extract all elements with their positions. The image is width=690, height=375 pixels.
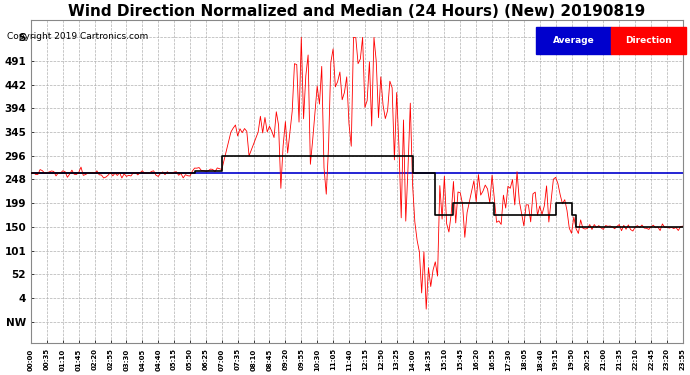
Text: Copyright 2019 Cartronics.com: Copyright 2019 Cartronics.com <box>7 32 148 41</box>
FancyBboxPatch shape <box>536 27 611 54</box>
Text: Direction: Direction <box>625 36 672 45</box>
FancyBboxPatch shape <box>611 27 686 54</box>
Title: Wind Direction Normalized and Median (24 Hours) (New) 20190819: Wind Direction Normalized and Median (24… <box>68 4 646 19</box>
Text: Average: Average <box>553 36 595 45</box>
